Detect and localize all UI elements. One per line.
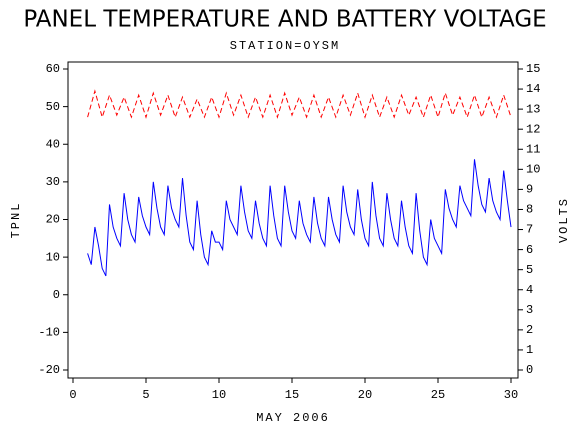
chart-title: PANEL TEMPERATURE AND BATTERY VOLTAGE (23, 7, 546, 33)
y2-tick-label: 14 (526, 82, 540, 96)
y-tick-label: 20 (46, 213, 60, 227)
y-tick-label: 40 (46, 137, 60, 151)
series-line (87, 89, 512, 119)
x-tick-label: 30 (504, 388, 518, 402)
y2-tick-label: 1 (526, 343, 533, 357)
y2-tick-label: 2 (526, 323, 533, 337)
y-tick-label: 50 (46, 100, 60, 114)
x-axis-label: MAY 2006 (256, 411, 330, 425)
y2-tick-label: 8 (526, 203, 533, 217)
x-tick-label: 0 (69, 388, 76, 402)
y-tick-label: 30 (46, 175, 60, 189)
y2-tick-label: 11 (526, 142, 540, 156)
y2-tick-label: 9 (526, 183, 533, 197)
y2-tick-label: 13 (526, 102, 540, 116)
y2-axis-label: VOLTS (557, 197, 570, 243)
y2-tick-label: 7 (526, 223, 533, 237)
chart-subtitle: STATION=OYSM (230, 39, 340, 53)
y2-tick-label: 10 (526, 163, 540, 177)
y2-tick-label: 5 (526, 263, 533, 277)
y-axis-label: TPNL (9, 202, 23, 239)
y-tick-label: -20 (38, 363, 60, 377)
y-tick-label: 60 (46, 62, 60, 76)
series-line (87, 159, 512, 277)
x-tick-label: 25 (431, 388, 445, 402)
y2-tick-label: 4 (526, 283, 533, 297)
x-tick-label: 20 (358, 388, 372, 402)
y2-tick-label: 15 (526, 62, 540, 76)
y2-tick-label: 0 (526, 363, 533, 377)
y2-tick-label: 6 (526, 243, 533, 257)
y2-tick-label: 12 (526, 122, 540, 136)
y-tick-label: -10 (38, 326, 60, 340)
y2-tick-label: 3 (526, 303, 533, 317)
x-tick-label: 15 (285, 388, 299, 402)
y-tick-label: 0 (53, 288, 60, 302)
x-tick-label: 5 (142, 388, 149, 402)
y-tick-label: 10 (46, 250, 60, 264)
x-tick-label: 10 (212, 388, 226, 402)
